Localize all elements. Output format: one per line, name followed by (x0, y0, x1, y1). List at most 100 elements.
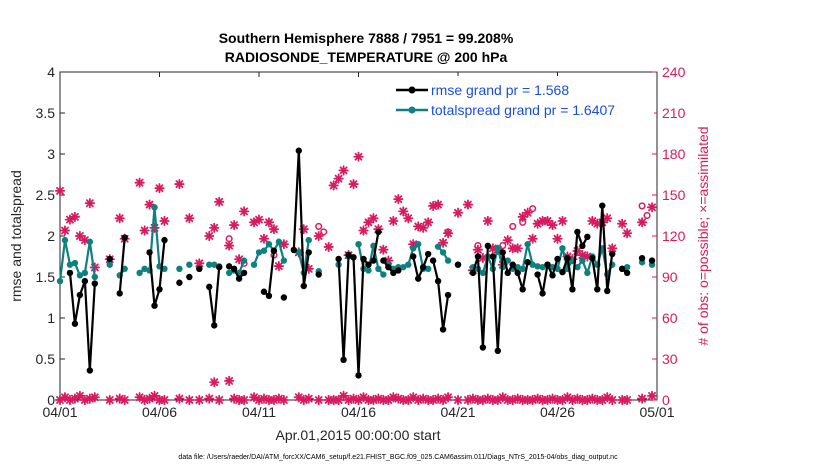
obs-assimilated-stroke (61, 226, 69, 235)
left-axis: 0 0.5 1 1.5 2 2.5 3 3.5 4 (36, 64, 65, 408)
rmse-point (424, 250, 432, 258)
totalspread-point (61, 236, 69, 244)
obs-assimilated-stroke (304, 394, 313, 403)
obs-assimilated-stroke (240, 396, 248, 404)
rmse-point (584, 233, 591, 241)
rmse-point (186, 273, 193, 281)
obs-assimilated-stroke (498, 393, 507, 402)
totalspread-point (305, 236, 312, 244)
x-tick-label: 04/06 (142, 404, 177, 420)
rmse-point (121, 234, 128, 241)
totalspread-point (176, 265, 183, 272)
x-tick-label: 04/26 (540, 404, 575, 420)
obs-assimilated-stroke (205, 232, 214, 240)
rmse-point (345, 251, 352, 259)
totalspread-point (534, 263, 541, 270)
obs-assimilated-stroke (105, 396, 114, 404)
rmse-point (499, 249, 506, 256)
obs-assimilated-point (602, 213, 613, 224)
totalspread-point (81, 269, 89, 277)
y-left-tick-label: 3 (47, 146, 55, 162)
rmse-point (335, 255, 342, 263)
x-tick-label: 04/01 (42, 404, 77, 420)
obs-assimilated-point (313, 230, 324, 242)
totalspread-point (494, 245, 501, 252)
obs-assimilated-point (263, 217, 275, 228)
rmse-line-segment (471, 245, 489, 349)
legend-spread-label: totalspread grand pr = 1.6407 (431, 102, 615, 118)
rmse-point (91, 280, 99, 287)
totalspread-point (211, 261, 218, 268)
totalspread-line-segment (58, 239, 96, 282)
chart-subtitle: RADIOSONDE_TEMPERATURE @ 200 hPa (225, 49, 508, 65)
totalspread-point (375, 265, 382, 272)
rmse-point (559, 268, 566, 276)
obs-assimilated-stroke (274, 262, 283, 270)
obs-assimilated-bottom-point (442, 392, 454, 403)
obs-assimilated-point (636, 217, 648, 228)
obs-assimilated-bottom-point (636, 393, 648, 404)
obs-assimilated-point (59, 225, 71, 236)
chart-title: Southern Hemisphere 7888 / 7951 = 99.208… (219, 30, 514, 46)
rmse-point (66, 269, 74, 277)
obs-assimilated-stroke (339, 166, 348, 175)
obs-assimilated-stroke (623, 396, 632, 404)
obs-assimilated-stroke (603, 393, 612, 402)
obs-assimilated-stroke (444, 393, 452, 402)
totalspread-point (623, 263, 631, 271)
obs-assimilated-stroke (409, 393, 418, 402)
y-right-tick-label: 210 (662, 105, 686, 121)
obs-assimilated-stroke (503, 236, 512, 245)
obs-assimilated-stroke (528, 234, 537, 243)
rmse-point (176, 279, 183, 286)
rmse-point (390, 269, 397, 277)
rmse-point (380, 257, 387, 264)
obs-assimilated-point (617, 218, 628, 229)
totalspread-point (410, 245, 417, 252)
totalspread-point (295, 249, 302, 256)
legend-box (390, 76, 654, 122)
rmse-point (474, 253, 482, 260)
rmse-point (206, 283, 213, 291)
rmse-point (564, 254, 571, 262)
obs-assimilated-bottom-point (313, 394, 324, 406)
obs-assimilated-stroke (553, 234, 562, 243)
rmse-point (604, 287, 611, 295)
rmse-point (151, 302, 158, 309)
obs-assimilated-stroke (250, 393, 258, 402)
totalspread-point (365, 267, 372, 274)
obs-possible-point (320, 228, 328, 236)
obs-assimilated-bottom-point (174, 393, 185, 404)
obs-assimilated-stroke (85, 199, 94, 208)
obs-assimilated-point (527, 233, 538, 244)
rmse-point (225, 263, 233, 270)
obs-assimilated-bottom-point (452, 394, 464, 406)
totalspread-point (151, 204, 158, 211)
totalspread-point (56, 277, 64, 285)
obs-possible-point (315, 222, 323, 230)
y-axis-right-label: # of obs: o=possible; ×=assimilated (695, 126, 711, 345)
obs-assimilated-bottom-point (607, 394, 618, 406)
obs-assimilated-bottom-point (303, 393, 314, 404)
y-axis-left-label: rmse and totalspread (8, 170, 24, 302)
x-tick-label: 04/11 (242, 404, 276, 420)
rmse-point (260, 288, 268, 295)
y-right-tick-label: 90 (662, 269, 678, 285)
totalspread-point (579, 257, 586, 264)
totalspread-point (584, 269, 591, 277)
totalspread-point (250, 261, 258, 268)
obs-assimilated-point (154, 183, 165, 194)
y-left-tick-label: 2 (47, 228, 55, 244)
totalspread-point (260, 247, 268, 254)
totalspread-point (136, 269, 143, 277)
obs-assimilated-stroke (548, 221, 557, 229)
rmse-point (514, 269, 521, 277)
rmse-point (469, 269, 477, 277)
obs-assimilated-stroke (279, 396, 288, 404)
obs-assimilated-stroke (215, 396, 224, 404)
totalspread-point (529, 261, 536, 268)
obs-assimilated-stroke (314, 396, 323, 404)
obs-assimilated-point (542, 215, 553, 227)
rmse-point (146, 249, 153, 256)
obs-assimilated-stroke (135, 178, 144, 187)
